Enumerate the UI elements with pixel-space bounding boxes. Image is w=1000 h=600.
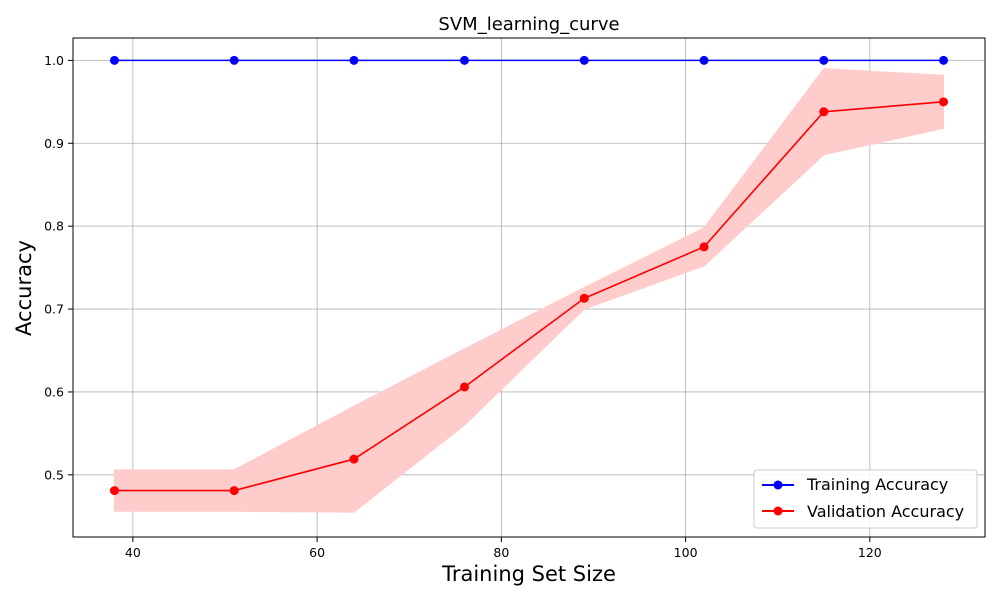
x-tick-label: 60 (309, 545, 325, 560)
data-point-0 (109, 55, 119, 65)
data-point-0 (579, 55, 589, 65)
x-tick-label: 80 (493, 545, 509, 560)
validation-confidence-band (113, 68, 945, 513)
legend-marker-validation (773, 506, 783, 516)
data-point-0 (460, 55, 470, 65)
data-point-1 (699, 242, 709, 252)
plot-area-frame (72, 37, 986, 538)
y-tick-label: 0.8 (44, 219, 64, 234)
y-axis-title: Accuracy (12, 240, 36, 336)
data-point-0 (699, 55, 709, 65)
data-point-1 (579, 293, 589, 303)
legend-label-training: Training Accuracy (806, 475, 948, 494)
x-tick-label: 100 (674, 545, 698, 560)
legend-label-validation: Validation Accuracy (807, 502, 964, 521)
data-point-0 (819, 55, 829, 65)
y-tick-label: 0.7 (44, 302, 64, 317)
confidence-band-area (113, 68, 945, 513)
legend-entry-training: Training Accuracy (762, 475, 948, 494)
x-axis-ticks: 40 60 80 100 120 (125, 537, 882, 560)
data-point-1 (939, 97, 949, 107)
series-lines (114, 59, 944, 492)
data-point-1 (349, 454, 359, 464)
series-line-1 (114, 101, 944, 492)
x-tick-label: 120 (858, 545, 882, 560)
legend-box (753, 469, 978, 529)
y-tick-label: 0.9 (44, 136, 64, 151)
data-point-0 (939, 55, 949, 65)
y-tick-label: 0.5 (44, 467, 64, 482)
y-axis-ticks: 0.5 0.6 0.7 0.8 0.9 1.0 (44, 53, 73, 482)
data-point-1 (819, 107, 829, 117)
data-point-0 (229, 55, 239, 65)
chart-title: SVM_learning_curve (438, 14, 619, 35)
x-tick-label: 40 (125, 545, 141, 560)
data-point-1 (109, 486, 119, 496)
y-tick-label: 1.0 (44, 53, 64, 68)
legend-entry-validation: Validation Accuracy (762, 502, 964, 521)
data-point-1 (229, 486, 239, 496)
data-point-1 (460, 382, 470, 392)
data-point-0 (349, 55, 359, 65)
legend: Training Accuracy Validation Accuracy (753, 469, 978, 529)
x-axis-title: Training Set Size (441, 562, 616, 586)
y-tick-label: 0.6 (44, 384, 64, 399)
series-points (109, 55, 949, 496)
legend-marker-training (773, 480, 783, 490)
